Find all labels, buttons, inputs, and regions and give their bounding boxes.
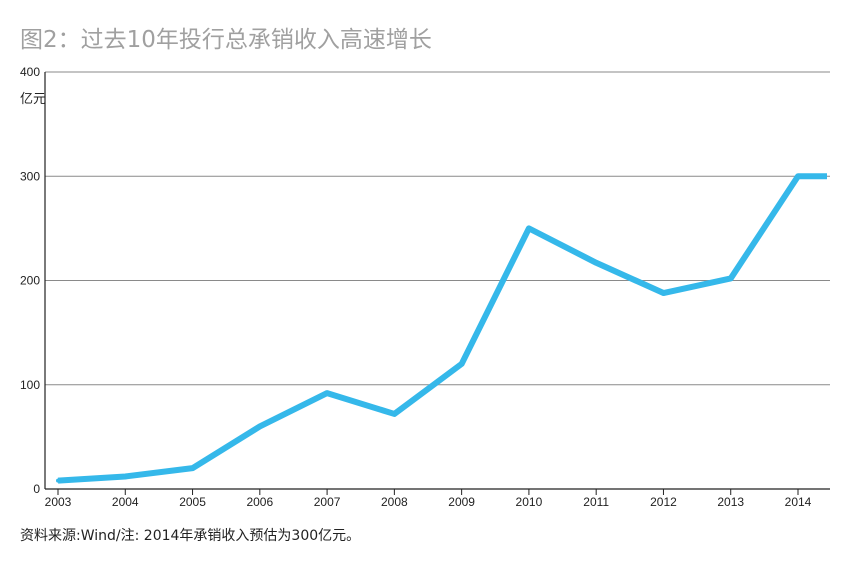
gridlines (45, 71, 830, 386)
data-point-2004 (123, 474, 128, 479)
x-tick-label-2004: 2004 (112, 495, 139, 509)
y-axis-unit: 亿元 (20, 92, 47, 107)
x-tick-label-2010: 2010 (516, 495, 543, 509)
y-tick-label-100: 100 (20, 378, 40, 392)
y-tick-label-0: 0 (33, 482, 40, 496)
x-axis: 2003 2004 2005 2006 2007 2008 2009 2010 2011 2012… (44, 72, 830, 509)
data-point-2011 (594, 260, 599, 265)
data-point-2005 (190, 466, 195, 471)
x-tick-label-2012: 2012 (650, 495, 677, 509)
y-tick-label-300: 300 (20, 169, 40, 183)
y-tick-label-200: 200 (20, 274, 40, 288)
chart-title: 图2：过去10年投行总承销收入高速增长 (20, 27, 432, 53)
data-point-2009 (459, 361, 464, 366)
x-tick-label-2014: 2014 (785, 495, 812, 509)
data-point-2014 (796, 174, 800, 179)
x-tick-label-2008: 2008 (381, 495, 408, 509)
data-point-2003 (56, 478, 60, 483)
series-line-0 (57, 173, 827, 484)
x-tick-label-2003: 2003 (45, 495, 72, 509)
x-tick-label-2013: 2013 (717, 495, 744, 509)
x-tick-label-2011: 2011 (583, 495, 609, 509)
x-tick-label-2005: 2005 (179, 495, 206, 509)
x-tick-label-2006: 2006 (246, 495, 273, 509)
data-point-2012 (661, 291, 666, 296)
x-tick-label-2009: 2009 (448, 495, 475, 509)
data-point-2013 (728, 276, 733, 281)
source-note: 资料来源:Wind/注: 2014年承销收入预估为300亿元。 (20, 528, 361, 544)
data-series (56, 173, 827, 484)
data-point-2008 (392, 411, 397, 416)
data-point-2010 (526, 226, 531, 231)
data-point-2007 (325, 391, 330, 396)
y-tick-label-400: 400 (20, 65, 40, 79)
data-point-2006 (257, 424, 262, 429)
y-axis-tick-labels: 0 100 200 300 400 (20, 65, 40, 496)
x-tick-label-2007: 2007 (314, 495, 341, 509)
